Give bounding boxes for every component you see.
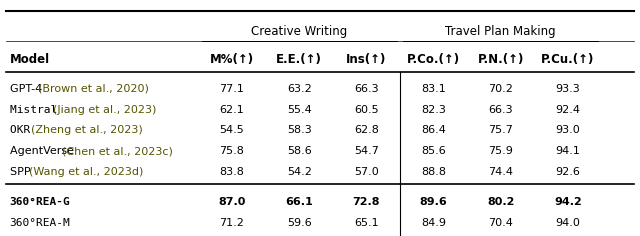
Text: GPT-4: GPT-4	[10, 84, 45, 94]
Text: 75.9: 75.9	[488, 146, 513, 156]
Text: Ins(↑): Ins(↑)	[346, 53, 387, 66]
Text: 62.8: 62.8	[354, 125, 379, 135]
Text: 60.5: 60.5	[354, 105, 379, 114]
Text: SPP: SPP	[10, 167, 34, 177]
Text: 59.6: 59.6	[287, 218, 312, 228]
Text: P.N.(↑): P.N.(↑)	[477, 53, 524, 66]
Text: 75.7: 75.7	[488, 125, 513, 135]
Text: Travel Plan Making: Travel Plan Making	[445, 25, 556, 38]
Text: 94.2: 94.2	[554, 197, 582, 207]
Text: P.Cu.(↑): P.Cu.(↑)	[541, 53, 595, 66]
Text: 87.0: 87.0	[218, 197, 246, 207]
Text: 71.2: 71.2	[220, 218, 244, 228]
Text: 85.6: 85.6	[421, 146, 446, 156]
Text: 54.2: 54.2	[287, 167, 312, 177]
Text: 94.0: 94.0	[556, 218, 580, 228]
Text: 66.3: 66.3	[488, 105, 513, 114]
Text: (Jiang et al., 2023): (Jiang et al., 2023)	[53, 105, 157, 114]
Text: OKR: OKR	[10, 125, 36, 135]
Text: P.Co.(↑): P.Co.(↑)	[407, 53, 460, 66]
Text: 93.0: 93.0	[556, 125, 580, 135]
Text: Model: Model	[10, 53, 50, 66]
Text: 74.4: 74.4	[488, 167, 513, 177]
Text: 86.4: 86.4	[421, 125, 446, 135]
Text: 54.7: 54.7	[354, 146, 379, 156]
Text: 83.1: 83.1	[421, 84, 446, 94]
Text: 70.2: 70.2	[488, 84, 513, 94]
Text: (Chen et al., 2023c): (Chen et al., 2023c)	[62, 146, 173, 156]
Text: Creative Writing: Creative Writing	[251, 25, 348, 38]
Text: AgentVerse: AgentVerse	[10, 146, 77, 156]
Text: Mistral: Mistral	[10, 105, 63, 114]
Text: 92.4: 92.4	[556, 105, 580, 114]
Text: 70.4: 70.4	[488, 218, 513, 228]
Text: 88.8: 88.8	[421, 167, 446, 177]
Text: (Brown et al., 2020): (Brown et al., 2020)	[38, 84, 149, 94]
Text: 360°REA-M: 360°REA-M	[10, 218, 70, 228]
Text: 75.8: 75.8	[220, 146, 244, 156]
Text: 89.6: 89.6	[420, 197, 447, 207]
Text: 72.8: 72.8	[353, 197, 380, 207]
Text: 93.3: 93.3	[556, 84, 580, 94]
Text: 54.5: 54.5	[220, 125, 244, 135]
Text: 63.2: 63.2	[287, 84, 312, 94]
Text: 80.2: 80.2	[487, 197, 515, 207]
Text: 55.4: 55.4	[287, 105, 312, 114]
Text: 57.0: 57.0	[354, 167, 379, 177]
Text: E.E.(↑): E.E.(↑)	[276, 53, 322, 66]
Text: 94.1: 94.1	[556, 146, 580, 156]
Text: 62.1: 62.1	[220, 105, 244, 114]
Text: 92.6: 92.6	[556, 167, 580, 177]
Text: 83.8: 83.8	[220, 167, 244, 177]
Text: 77.1: 77.1	[220, 84, 244, 94]
Text: (Wang et al., 2023d): (Wang et al., 2023d)	[29, 167, 143, 177]
Text: 84.9: 84.9	[421, 218, 446, 228]
Text: 58.3: 58.3	[287, 125, 312, 135]
Text: 82.3: 82.3	[421, 105, 446, 114]
Text: 58.6: 58.6	[287, 146, 312, 156]
Text: 66.1: 66.1	[285, 197, 313, 207]
Text: 360°REA-G: 360°REA-G	[10, 197, 70, 207]
Text: M%(↑): M%(↑)	[210, 53, 254, 66]
Text: (Zheng et al., 2023): (Zheng et al., 2023)	[31, 125, 143, 135]
Text: 65.1: 65.1	[354, 218, 379, 228]
Text: 66.3: 66.3	[354, 84, 379, 94]
